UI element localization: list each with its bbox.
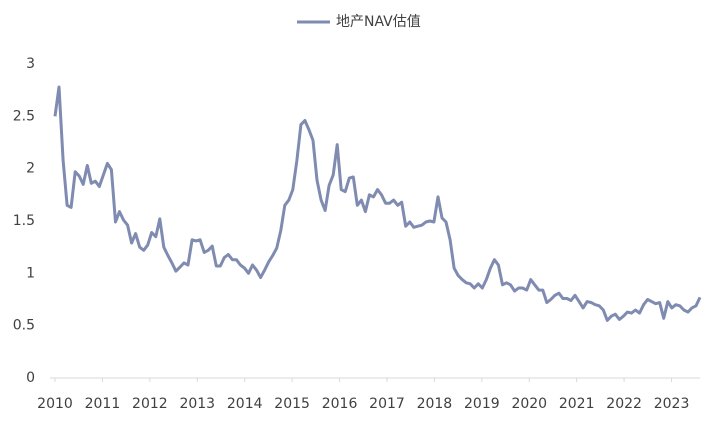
x-tick-label: 2012 bbox=[132, 396, 168, 412]
y-tick-label: 2.5 bbox=[13, 108, 35, 124]
x-tick-label: 2018 bbox=[417, 396, 453, 412]
x-tick-label: 2023 bbox=[654, 396, 690, 412]
y-tick-label: 3 bbox=[26, 56, 35, 72]
x-tick-label: 2019 bbox=[464, 396, 500, 412]
data-line bbox=[53, 85, 702, 322]
x-tick-label: 2015 bbox=[274, 396, 310, 412]
x-tick-label: 2020 bbox=[511, 396, 547, 412]
x-tick-label: 2022 bbox=[606, 396, 642, 412]
y-tick-label: 2 bbox=[26, 161, 35, 177]
y-tick-label: 1 bbox=[26, 265, 35, 281]
legend-label: 地产NAV估值 bbox=[336, 14, 421, 30]
x-tick-label: 2010 bbox=[37, 396, 73, 412]
x-tick-label: 2017 bbox=[369, 396, 405, 412]
x-tick-label: 2016 bbox=[322, 396, 358, 412]
x-tick-label: 2021 bbox=[559, 396, 595, 412]
x-tick-label: 2014 bbox=[227, 396, 263, 412]
y-tick-label: 0.5 bbox=[13, 318, 35, 334]
y-tick-label: 1.5 bbox=[13, 213, 35, 229]
x-tick-label: 2011 bbox=[85, 396, 121, 412]
y-tick-label: 0 bbox=[26, 370, 35, 386]
x-tick-label: 2013 bbox=[179, 396, 215, 412]
